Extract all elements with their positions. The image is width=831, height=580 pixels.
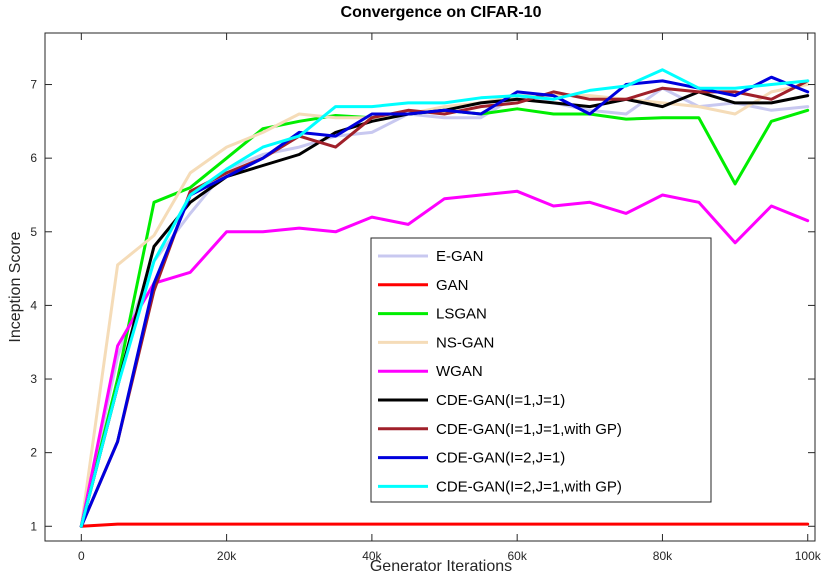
legend-label: GAN — [436, 277, 469, 294]
legend-label: CDE-GAN(I=1,J=1,with GP) — [436, 421, 622, 438]
legend-label: LSGAN — [436, 306, 487, 323]
series-group — [79, 68, 810, 528]
x-tick-label: 100k — [795, 549, 822, 563]
x-tick-label: 20k — [217, 549, 237, 563]
legend: E-GAN GAN LSGAN NS-GAN WGAN CDE-GAN(I=1,J=1) C… — [370, 237, 712, 503]
y-tick-label: 7 — [30, 78, 37, 92]
x-tick-label: 40k — [362, 549, 382, 563]
y-tick-label: 3 — [30, 372, 37, 386]
series-line-1 — [79, 522, 810, 528]
chart-title: Convergence on CIFAR-10 — [341, 4, 542, 21]
legend-items: E-GAN GAN LSGAN NS-GAN WGAN CDE-GAN(I=1,J=1) C… — [378, 248, 622, 495]
series-line-7 — [79, 75, 810, 528]
series-line-0 — [79, 86, 810, 528]
legend-label: CDE-GAN(I=1,J=1) — [436, 392, 565, 409]
x-tick-label: 60k — [507, 549, 527, 563]
y-tick-label: 5 — [30, 225, 37, 239]
x-tick-label: 0 — [78, 549, 85, 563]
x-tick-label: 80k — [653, 549, 673, 563]
series-line-3 — [79, 83, 810, 528]
axis-ticks: 0 20k 40k 60k 80k 100k 1 2 3 4 5 6 7 — [30, 33, 822, 563]
series-line-4 — [79, 189, 810, 528]
legend-label: WGAN — [436, 363, 483, 380]
plot-frame — [44, 32, 816, 542]
legend-label: E-GAN — [436, 248, 484, 265]
legend-label: CDE-GAN(I=2,J=1,with GP) — [436, 478, 622, 495]
y-axis-label: Inception Score — [7, 231, 24, 342]
y-tick-label: 6 — [30, 151, 37, 165]
legend-label: CDE-GAN(I=2,J=1) — [436, 450, 565, 467]
series-line-8 — [79, 68, 810, 528]
legend-label: NS-GAN — [436, 334, 494, 351]
x-axis-label: Generator Iterations — [370, 558, 512, 575]
y-tick-label: 2 — [30, 446, 37, 460]
y-tick-label: 1 — [30, 519, 37, 533]
y-tick-label: 4 — [30, 298, 37, 312]
